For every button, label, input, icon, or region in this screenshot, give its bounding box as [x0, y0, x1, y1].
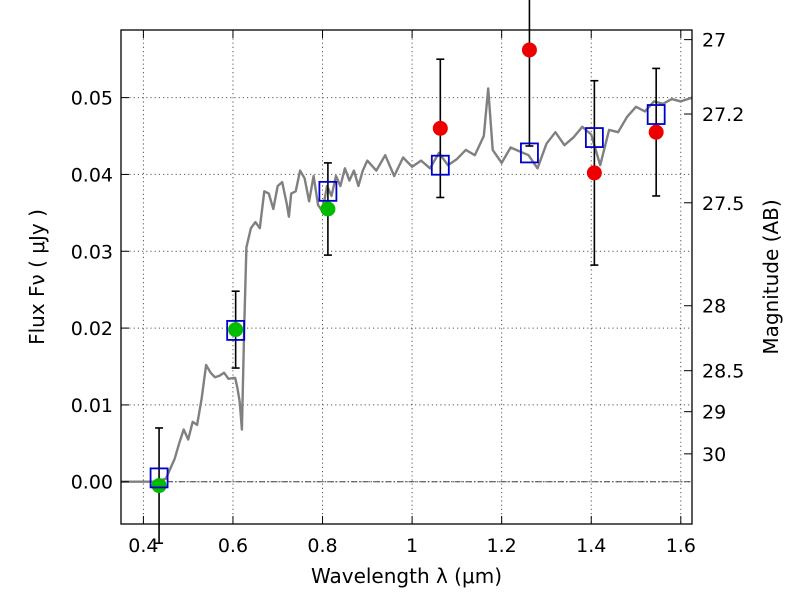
y-tick-label: 0.05: [71, 88, 113, 110]
x-tick-label: 0.4: [128, 535, 158, 557]
plot-frame: [120, 29, 693, 525]
y2-tick-label: 27.2: [702, 104, 744, 126]
data-point-square: [226, 319, 246, 341]
y-tick-label: 0.00: [71, 472, 113, 494]
y-axis-title: Flux Fν ( μJy ): [25, 209, 49, 345]
x-tick-label: 1.2: [487, 535, 517, 557]
y2-axis-title: Magnitude (AB): [759, 199, 783, 354]
y-tick-label: 0.01: [71, 395, 113, 417]
model-spectrum-line: [121, 87, 693, 483]
data-point-circle: [151, 478, 167, 494]
grid-lines: [121, 30, 692, 524]
y2-tick-label: 28.5: [702, 361, 744, 383]
x-tick-label: 0.8: [307, 535, 337, 557]
y2-tick-label: 29: [702, 402, 726, 424]
data-point-square: [149, 467, 169, 489]
data-point-square: [318, 180, 338, 202]
y2-tick-label: 28: [702, 296, 726, 318]
plot-area: [121, 0, 693, 545]
data-point-circle: [586, 165, 602, 181]
data-point-square: [646, 104, 666, 125]
data-point-circle: [432, 120, 448, 136]
data-point-circle: [320, 201, 336, 217]
x-tick-label: 1.6: [666, 535, 696, 557]
data-point-circle: [648, 124, 664, 140]
data-point-square: [430, 154, 450, 176]
x-tick-label: 0.6: [218, 535, 248, 557]
y-tick-label: 0.04: [71, 164, 113, 186]
y-tick-label: 0.02: [71, 318, 113, 340]
data-point-circle: [521, 42, 537, 58]
x-axis-title: Wavelength λ (μm): [311, 564, 502, 588]
y2-tick-label: 27.5: [702, 193, 744, 215]
data-point-square: [584, 127, 604, 148]
y-tick-label: 0.03: [71, 241, 113, 263]
axis-ticks: 0.4 0.6 0.8 1 1.2 1.4 1.6 0.00 0.01 0.02 0.03 0.04 0…: [71, 30, 745, 557]
data-point-circle: [228, 322, 244, 338]
x-tick-label: 1: [406, 535, 418, 557]
x-tick-label: 1.4: [576, 535, 606, 557]
y2-tick-label: 30: [702, 444, 726, 466]
data-point-square: [520, 142, 539, 164]
y2-tick-label: 27: [702, 30, 726, 52]
